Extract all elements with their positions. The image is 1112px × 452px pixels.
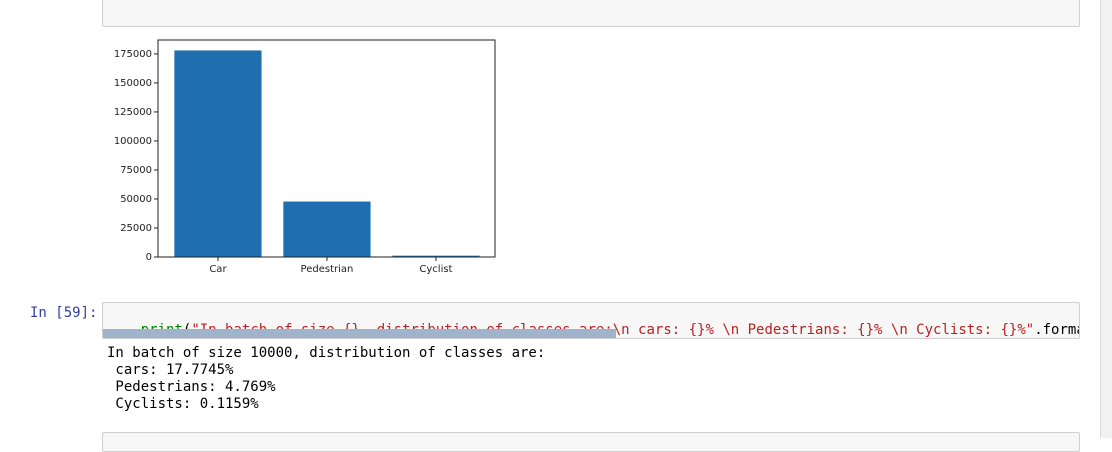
y-tick-label: 125000 <box>114 107 152 118</box>
code-rest: .format(b <box>1034 322 1079 338</box>
y-tick-label: 100000 <box>114 136 152 147</box>
output-line: cars: 17.7745% <box>107 362 234 378</box>
y-tick-label: 150000 <box>114 78 152 89</box>
page: 0 25000 50000 75000 100000 125000 150000 175000… <box>30 0 1112 452</box>
bar <box>392 255 480 257</box>
x-tick-label: Car <box>209 264 227 275</box>
code-cell[interactable]: print("In batch of size {}, distribution… <box>102 302 1080 339</box>
output-line: Pedestrians: 4.769% <box>107 379 276 395</box>
y-tick-label: 50000 <box>120 194 152 205</box>
y-tick-label: 175000 <box>114 49 152 60</box>
y-tick-label: 25000 <box>120 223 152 234</box>
h-scrollbar-thumb[interactable] <box>103 329 616 338</box>
bar <box>174 50 262 257</box>
v-scrollbar[interactable] <box>1100 0 1112 438</box>
chart: 0 25000 50000 75000 100000 125000 150000 175000… <box>114 39 496 275</box>
x-tick-label: Pedestrian <box>301 264 354 275</box>
x-tick-label: Cyclist <box>419 264 452 275</box>
bar <box>283 201 371 257</box>
next-cell[interactable] <box>102 432 1080 452</box>
y-tick-label: 0 <box>146 252 152 263</box>
output-line: In batch of size 10000, distribution of … <box>107 345 546 361</box>
previous-cell[interactable] <box>102 0 1080 27</box>
prompt: In [59]: <box>30 305 98 321</box>
y-tick-label: 75000 <box>120 165 152 176</box>
axes-frame <box>157 39 496 258</box>
output-line: Cyclists: 0.1159% <box>107 396 259 412</box>
